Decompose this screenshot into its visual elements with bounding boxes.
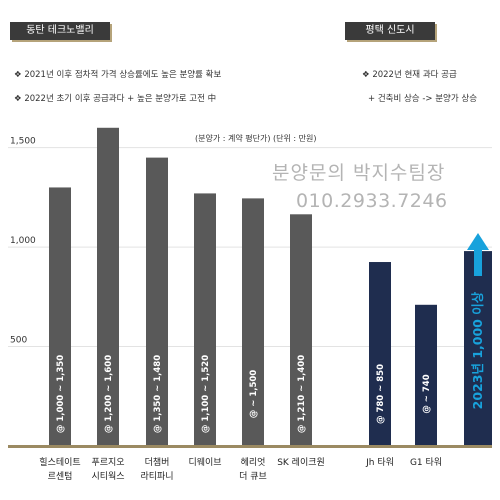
category-label: 디웨이브: [188, 456, 221, 468]
category-label: Jh 타워: [365, 457, 394, 468]
bar: [369, 262, 391, 446]
baseline: [8, 445, 492, 448]
dongtan-bullet-2: ❖ 2022년 초기 이후 공급과다 + 높은 분양가로 고전 中: [14, 94, 217, 104]
y-tick-label: 1,500: [10, 137, 36, 147]
bar: [146, 157, 168, 446]
category-label: 헤리엇: [241, 456, 266, 468]
arrow-shaft: [474, 248, 482, 276]
category-label: 푸르지오: [91, 457, 124, 468]
range-label: @ 1,200 ~ 1,600: [104, 355, 114, 433]
category-label: 힐스테이트: [39, 456, 80, 468]
up-arrow-icon: [467, 233, 489, 250]
bar: [242, 198, 264, 446]
future-bar: [464, 251, 492, 446]
range-label: @ 1,100 ~ 1,520: [201, 355, 211, 433]
watermark-phone: 010.2933.7246: [296, 190, 448, 212]
range-label: @ 780 ~ 850: [376, 364, 386, 424]
bar: [415, 304, 437, 446]
y-tick-label: 500: [10, 336, 27, 346]
range-label: @ 1,210 ~ 1,400: [297, 355, 307, 433]
category-label: G1 타워: [410, 457, 442, 468]
range-label: @ ~ 1,500: [249, 370, 259, 419]
pyeongtaek-tag: 평택 신도시: [345, 22, 435, 40]
units-note: (분양가 : 계약 평단가) (단위 : 만원): [195, 134, 317, 143]
pyeongtaek-bullet-1: ❖ 2022년 현재 과다 공급: [362, 70, 457, 80]
category-label-line2: 라티파니: [140, 471, 173, 482]
watermark-name: 분양문의 박지수팀장: [272, 162, 446, 184]
bar: [194, 193, 216, 446]
dongtan-bullet-1: ❖ 2021년 이후 점차적 가격 상승률에도 높은 분양률 확보: [14, 70, 222, 80]
range-label: @ 1,000 ~ 1,350: [56, 355, 66, 433]
bar: [49, 187, 71, 446]
range-label: @ 1,350 ~ 1,480: [153, 355, 163, 433]
category-label-line2: 시티웍스: [91, 471, 124, 482]
category-label: SK 레이크원: [277, 457, 325, 468]
category-label-line2: 더 큐브: [239, 471, 267, 482]
category-label-line2: 르센텀: [48, 470, 73, 482]
bar: [97, 127, 119, 447]
range-label: @ ~ 740: [422, 374, 432, 413]
range-label: 2023년 1,000 이상: [470, 291, 485, 409]
pyeongtaek-bullet-2: + 건축비 상승 -> 분양가 상승: [368, 94, 478, 104]
category-label: 더챔버: [145, 456, 170, 468]
bar: [290, 214, 312, 446]
dongtan-tag: 동탄 테크노밸리: [10, 22, 110, 40]
y-tick-label: 1,000: [10, 236, 36, 246]
